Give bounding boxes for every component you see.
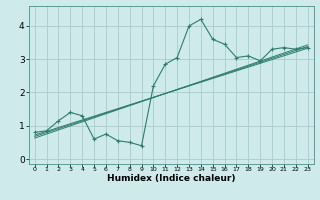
X-axis label: Humidex (Indice chaleur): Humidex (Indice chaleur) (107, 174, 236, 183)
